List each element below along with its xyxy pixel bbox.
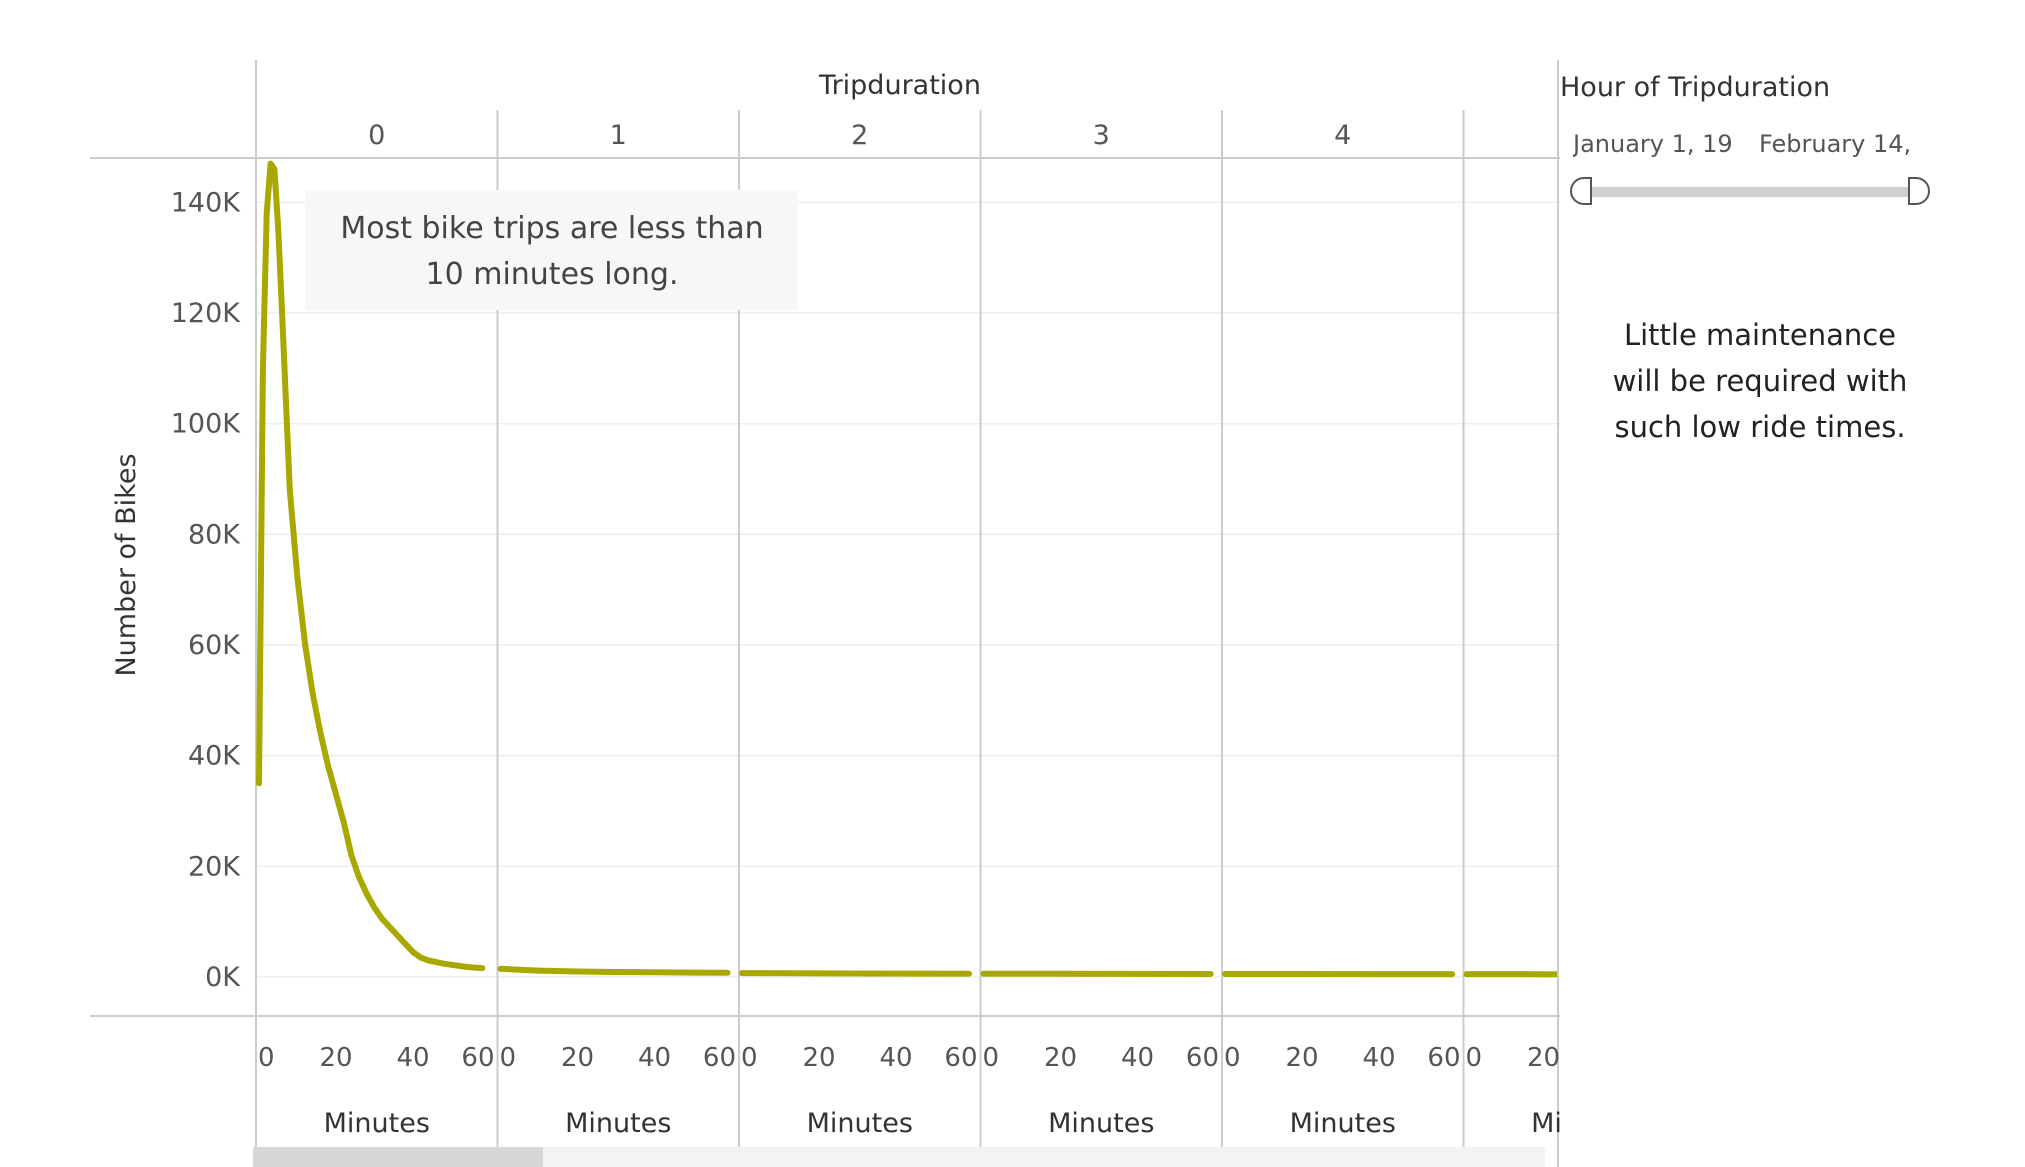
series-line-panel-1 — [497, 965, 731, 976]
x-tick-label-p3-3: 60 — [1186, 1043, 1219, 1073]
annotation-line-2: 10 minutes long. — [426, 257, 679, 292]
slider-handle-start[interactable] — [1570, 177, 1592, 205]
y-tick-label-0: 0K — [205, 962, 241, 993]
x-axis-title-p3: Minutes — [1048, 1108, 1154, 1139]
annotation-background — [305, 190, 798, 310]
x-tick-label-p4-1: 20 — [1285, 1043, 1318, 1073]
series-line-panel-2 — [739, 970, 973, 977]
panel-header-4: 4 — [1334, 120, 1351, 151]
x-tick-label-p3-0: 0 — [983, 1043, 1000, 1073]
y-tick-label-7: 140K — [171, 187, 242, 218]
panel-header-2: 2 — [851, 120, 868, 151]
x-tick-label-p1-3: 60 — [703, 1043, 736, 1073]
grid-lines — [256, 201, 1560, 978]
note-line-1: Little maintenance — [1623, 318, 1897, 352]
panel-header-3: 3 — [1093, 120, 1110, 151]
x-tick-label-p1-2: 40 — [638, 1043, 671, 1073]
scrollbar-track[interactable] — [253, 1147, 1545, 1167]
range-end-label: February 14, — [1759, 130, 1912, 158]
y-tick-label-4: 80K — [188, 519, 241, 550]
x-tick-label-p0-0: 0 — [258, 1043, 275, 1073]
x-tick-label-p4-0: 0 — [1224, 1043, 1241, 1073]
x-tick-label-p0-1: 20 — [319, 1043, 352, 1073]
x-tick-label-p2-2: 40 — [879, 1043, 912, 1073]
x-axis-title-p5: Minutes — [1531, 1108, 1560, 1139]
range-start-label: January 1, 19 — [1573, 130, 1733, 158]
note-line-2: will be required with — [1612, 364, 1908, 398]
panel-header-0: 0 — [368, 120, 385, 151]
x-tick-label-p0-2: 40 — [396, 1043, 429, 1073]
y-tick-label-1: 20K — [188, 851, 241, 882]
filter-title: Hour of Tripduration — [1560, 72, 1831, 103]
maintenance-note: Little maintenance will be required with… — [1580, 312, 1940, 450]
y-tick-label-5: 100K — [171, 409, 242, 440]
date-range-slider[interactable] — [1570, 175, 1930, 209]
x-tick-label-p2-0: 0 — [741, 1043, 758, 1073]
chart-frame — [90, 60, 1560, 1167]
column-header-title: Tripduration — [818, 70, 981, 101]
x-tick-label-p4-3: 60 — [1427, 1043, 1460, 1073]
x-tick-label-p5-0: 0 — [1466, 1043, 1483, 1073]
x-tick-label-p3-2: 40 — [1121, 1043, 1154, 1073]
slider-track[interactable] — [1590, 187, 1910, 197]
x-tick-label-p1-0: 0 — [500, 1043, 517, 1073]
panel-header-1: 1 — [610, 120, 627, 151]
panel-headers: 0 1 2 3 4 — [368, 120, 1351, 151]
scrollbar-thumb[interactable] — [253, 1147, 543, 1167]
annotation-box: Most bike trips are less than 10 minutes… — [305, 190, 798, 310]
x-axis-title-p4: Minutes — [1290, 1108, 1396, 1139]
x-axis-title-p2: Minutes — [807, 1108, 913, 1139]
x-tick-label-p2-3: 60 — [944, 1043, 977, 1073]
y-tick-label-3: 60K — [188, 630, 241, 661]
x-axis: 0 20 40 60 Minutes 0 20 40 60 Minutes 0 20 40 60 Minut… — [258, 1043, 1560, 1139]
horizontal-scrollbar[interactable] — [253, 1147, 1545, 1167]
x-tick-label-p2-1: 20 — [802, 1043, 835, 1073]
x-axis-title-p1: Minutes — [565, 1108, 671, 1139]
y-axis: 0K 20K 40K 60K 80K 100K 120K 140K — [171, 187, 242, 993]
y-tick-label-6: 120K — [171, 298, 242, 329]
slider-handle-end[interactable] — [1908, 177, 1930, 205]
x-tick-label-p4-2: 40 — [1362, 1043, 1395, 1073]
x-tick-label-p1-1: 20 — [561, 1043, 594, 1073]
y-axis-title: Number of Bikes — [111, 453, 142, 676]
annotation-line-1: Most bike trips are less than — [340, 211, 763, 246]
y-tick-label-2: 40K — [188, 741, 241, 772]
x-tick-label-p3-1: 20 — [1044, 1043, 1077, 1073]
trip-duration-chart: Tripduration 0 1 2 3 4 0K 20K 40K 60K 80K 100K 120… — [90, 60, 1560, 1167]
note-line-3: such low ride times. — [1614, 410, 1906, 444]
x-tick-label-p0-3: 60 — [461, 1043, 494, 1073]
x-tick-label-p5-1: 20 — [1527, 1043, 1560, 1073]
series-line-panel-0 — [256, 160, 486, 972]
series-lines — [256, 160, 1557, 978]
x-axis-title-p0: Minutes — [324, 1108, 430, 1139]
